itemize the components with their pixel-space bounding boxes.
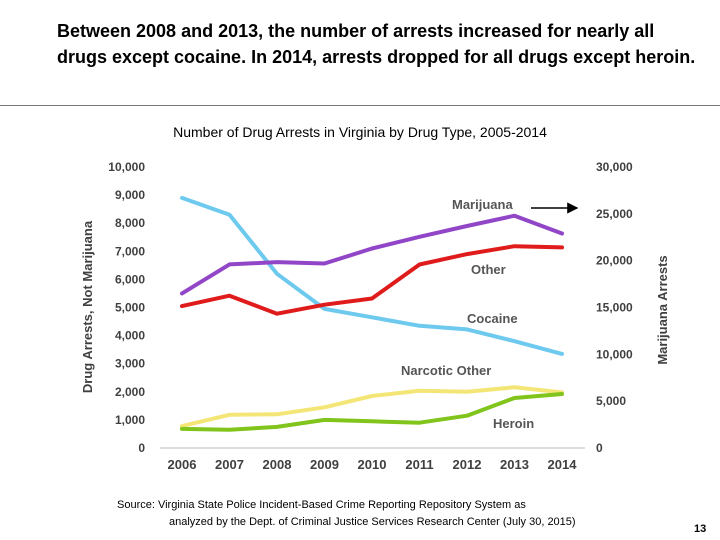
annotation-other: Other [471,262,506,277]
y2-tick-label: 0 [596,441,603,455]
y2-tick-label: 20,000 [596,254,633,268]
y-tick-label: 7,000 [115,244,145,258]
annotation-layer: Marijuana Other Cocaine Narcotic Other Heroi… [401,197,579,431]
chart-title: Number of Drug Arrests in Virginia by Dr… [173,124,547,140]
y2-axis-label: Marijuana Arrests [655,255,670,364]
y-tick-label: 5,000 [115,301,145,315]
headline: Between 2008 and 2013, the number of arr… [57,21,696,67]
x-tick-label: 2010 [358,457,387,472]
series-line-other [180,244,564,316]
y2-tick-label: 5,000 [596,394,626,408]
x-tick-label: 2009 [310,457,339,472]
series-layer [180,195,564,432]
x-tick-label: 2012 [453,457,482,472]
series-line-cocaine [180,195,564,356]
y2-tick-label: 10,000 [596,347,633,361]
y-tick-label: 0 [138,441,145,455]
source-line-2: analyzed by the Dept. of Criminal Justic… [169,516,576,528]
y2-tick-label: 25,000 [596,207,633,221]
y-tick-label: 9,000 [115,188,145,202]
annotation-marijuana: Marijuana [452,197,513,212]
divider-rule [0,105,720,106]
source-line-1: Source: Virginia State Police Incident-B… [117,499,526,511]
annotation-cocaine: Cocaine [467,311,518,326]
y-tick-label: 10,000 [108,160,145,174]
source-note: Source: Virginia State Police Incident-B… [117,497,576,531]
page-number: 13 [694,523,707,535]
x-tick-label: 2014 [548,457,578,472]
x-tick-label: 2008 [263,457,292,472]
y-tick-label: 3,000 [115,357,145,371]
y2-tick-label: 30,000 [596,160,633,174]
y-tick-label: 6,000 [115,272,145,286]
annotation-heroin: Heroin [493,416,534,431]
x-tick-label: 2006 [168,457,197,472]
series-line-narcotic-other [180,385,564,429]
y2-tick-label: 15,000 [596,301,633,315]
x-tick-label: 2011 [405,457,433,472]
line-chart: 0 1,000 2,000 3,000 4,000 5,000 6,000 7,000 8,00… [80,160,670,472]
y-tick-label: 4,000 [115,329,145,343]
series-line-marijuana [180,213,564,296]
axes: 0 1,000 2,000 3,000 4,000 5,000 6,000 7,000 8,00… [80,160,670,472]
x-tick-label: 2013 [500,457,529,472]
annotation-narcotic-other: Narcotic Other [401,363,491,378]
x-tick-label: 2007 [215,457,244,472]
y-tick-label: 2,000 [115,385,145,399]
y-axis-label: Drug Arrests, Not Marijuana [80,220,95,393]
y-tick-label: 8,000 [115,216,145,230]
series-line-heroin [180,392,564,432]
y-tick-label: 1,000 [115,413,145,427]
